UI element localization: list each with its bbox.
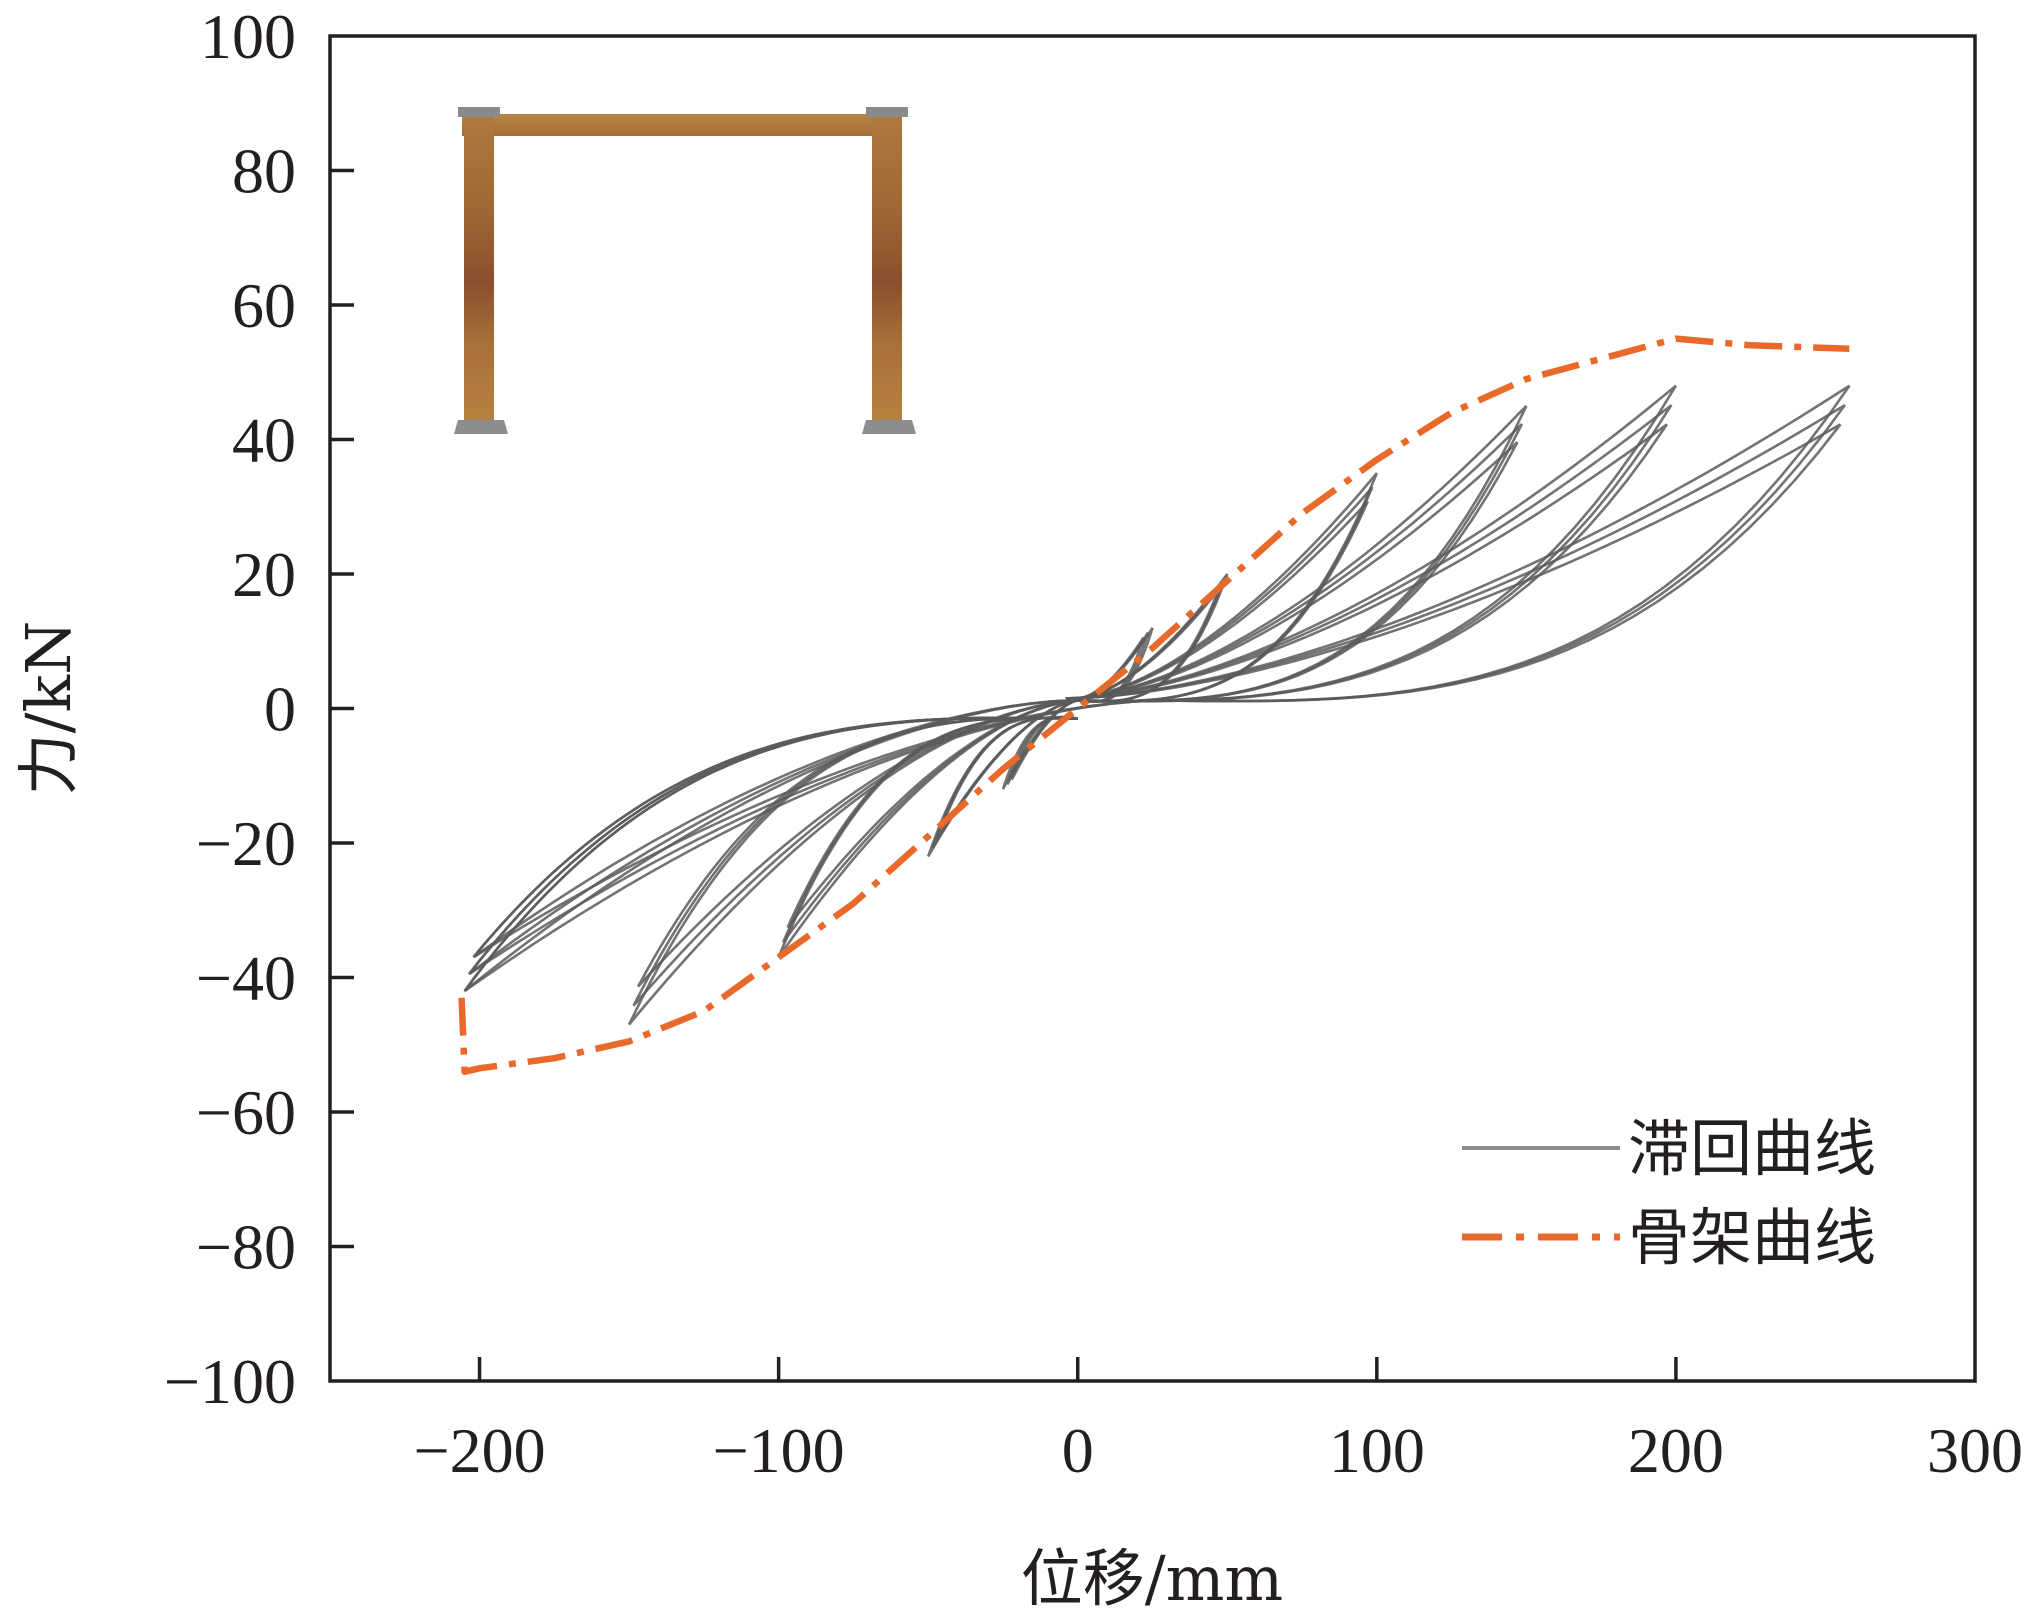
hysteresis-loop [632,423,1524,1007]
legend-label-hysteresis: 滞回曲线 [1628,1112,1876,1185]
y-tick-label: 80 [232,136,296,207]
x-tick-label: 300 [1927,1415,2023,1486]
hysteresis-loop [781,486,1374,944]
frame-base-left [454,420,508,434]
x-tick-label: −200 [413,1415,545,1486]
series-hysteresis [463,384,1851,1026]
x-tick-label: 0 [1062,1415,1094,1486]
y-tick-label: 40 [232,405,296,476]
frame-column-left [464,112,494,422]
frame-column-right [872,112,902,422]
x-axis-title: 位移/mm [1021,1542,1283,1609]
legend-label-skeleton: 骨架曲线 [1628,1201,1876,1274]
y-tick-label: −60 [196,1077,296,1148]
frame-cap-right [866,107,908,117]
tick-labels: −200 −100 0 100 200 300100806040200−20−40−60−… [164,1,2023,1486]
x-tick-label: 200 [1628,1415,1724,1486]
y-tick-label: −20 [196,808,296,879]
y-tick-label: 100 [200,1,296,72]
x-tick-label: 100 [1329,1415,1425,1486]
frame-beam [462,114,902,136]
y-tick-label: −40 [196,943,296,1014]
hysteresis-loop [463,384,1851,993]
portal-frame-icon [454,107,916,434]
series-skeleton [458,335,1850,1075]
y-tick-label: 0 [264,674,296,745]
hysteresis-loop [627,404,1528,1026]
y-tick-label: −80 [196,1212,296,1283]
skeleton-curve [458,335,1850,1075]
hysteresis-loop [636,441,1519,988]
y-tick-label: −100 [164,1346,296,1417]
x-tick-label: −100 [713,1415,845,1486]
y-tick-label: 60 [232,270,296,341]
legend: 滞回曲线 骨架曲线 [1462,1112,1876,1274]
y-axis-title: 力/kN [12,621,85,796]
frame-cap-left [458,107,500,117]
frame-base-right [862,420,916,434]
axis-ticks [330,168,1678,1381]
hysteresis-loop [777,472,1378,959]
y-tick-label: 20 [232,539,296,610]
hysteresis-loop [472,423,1842,959]
hysteresis-loop [472,423,1668,959]
hysteresis-loop [786,500,1369,929]
